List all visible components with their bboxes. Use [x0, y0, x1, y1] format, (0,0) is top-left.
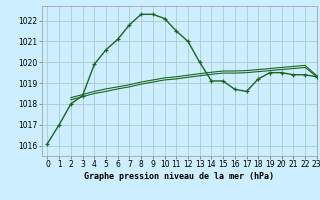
X-axis label: Graphe pression niveau de la mer (hPa): Graphe pression niveau de la mer (hPa) [84, 172, 274, 181]
